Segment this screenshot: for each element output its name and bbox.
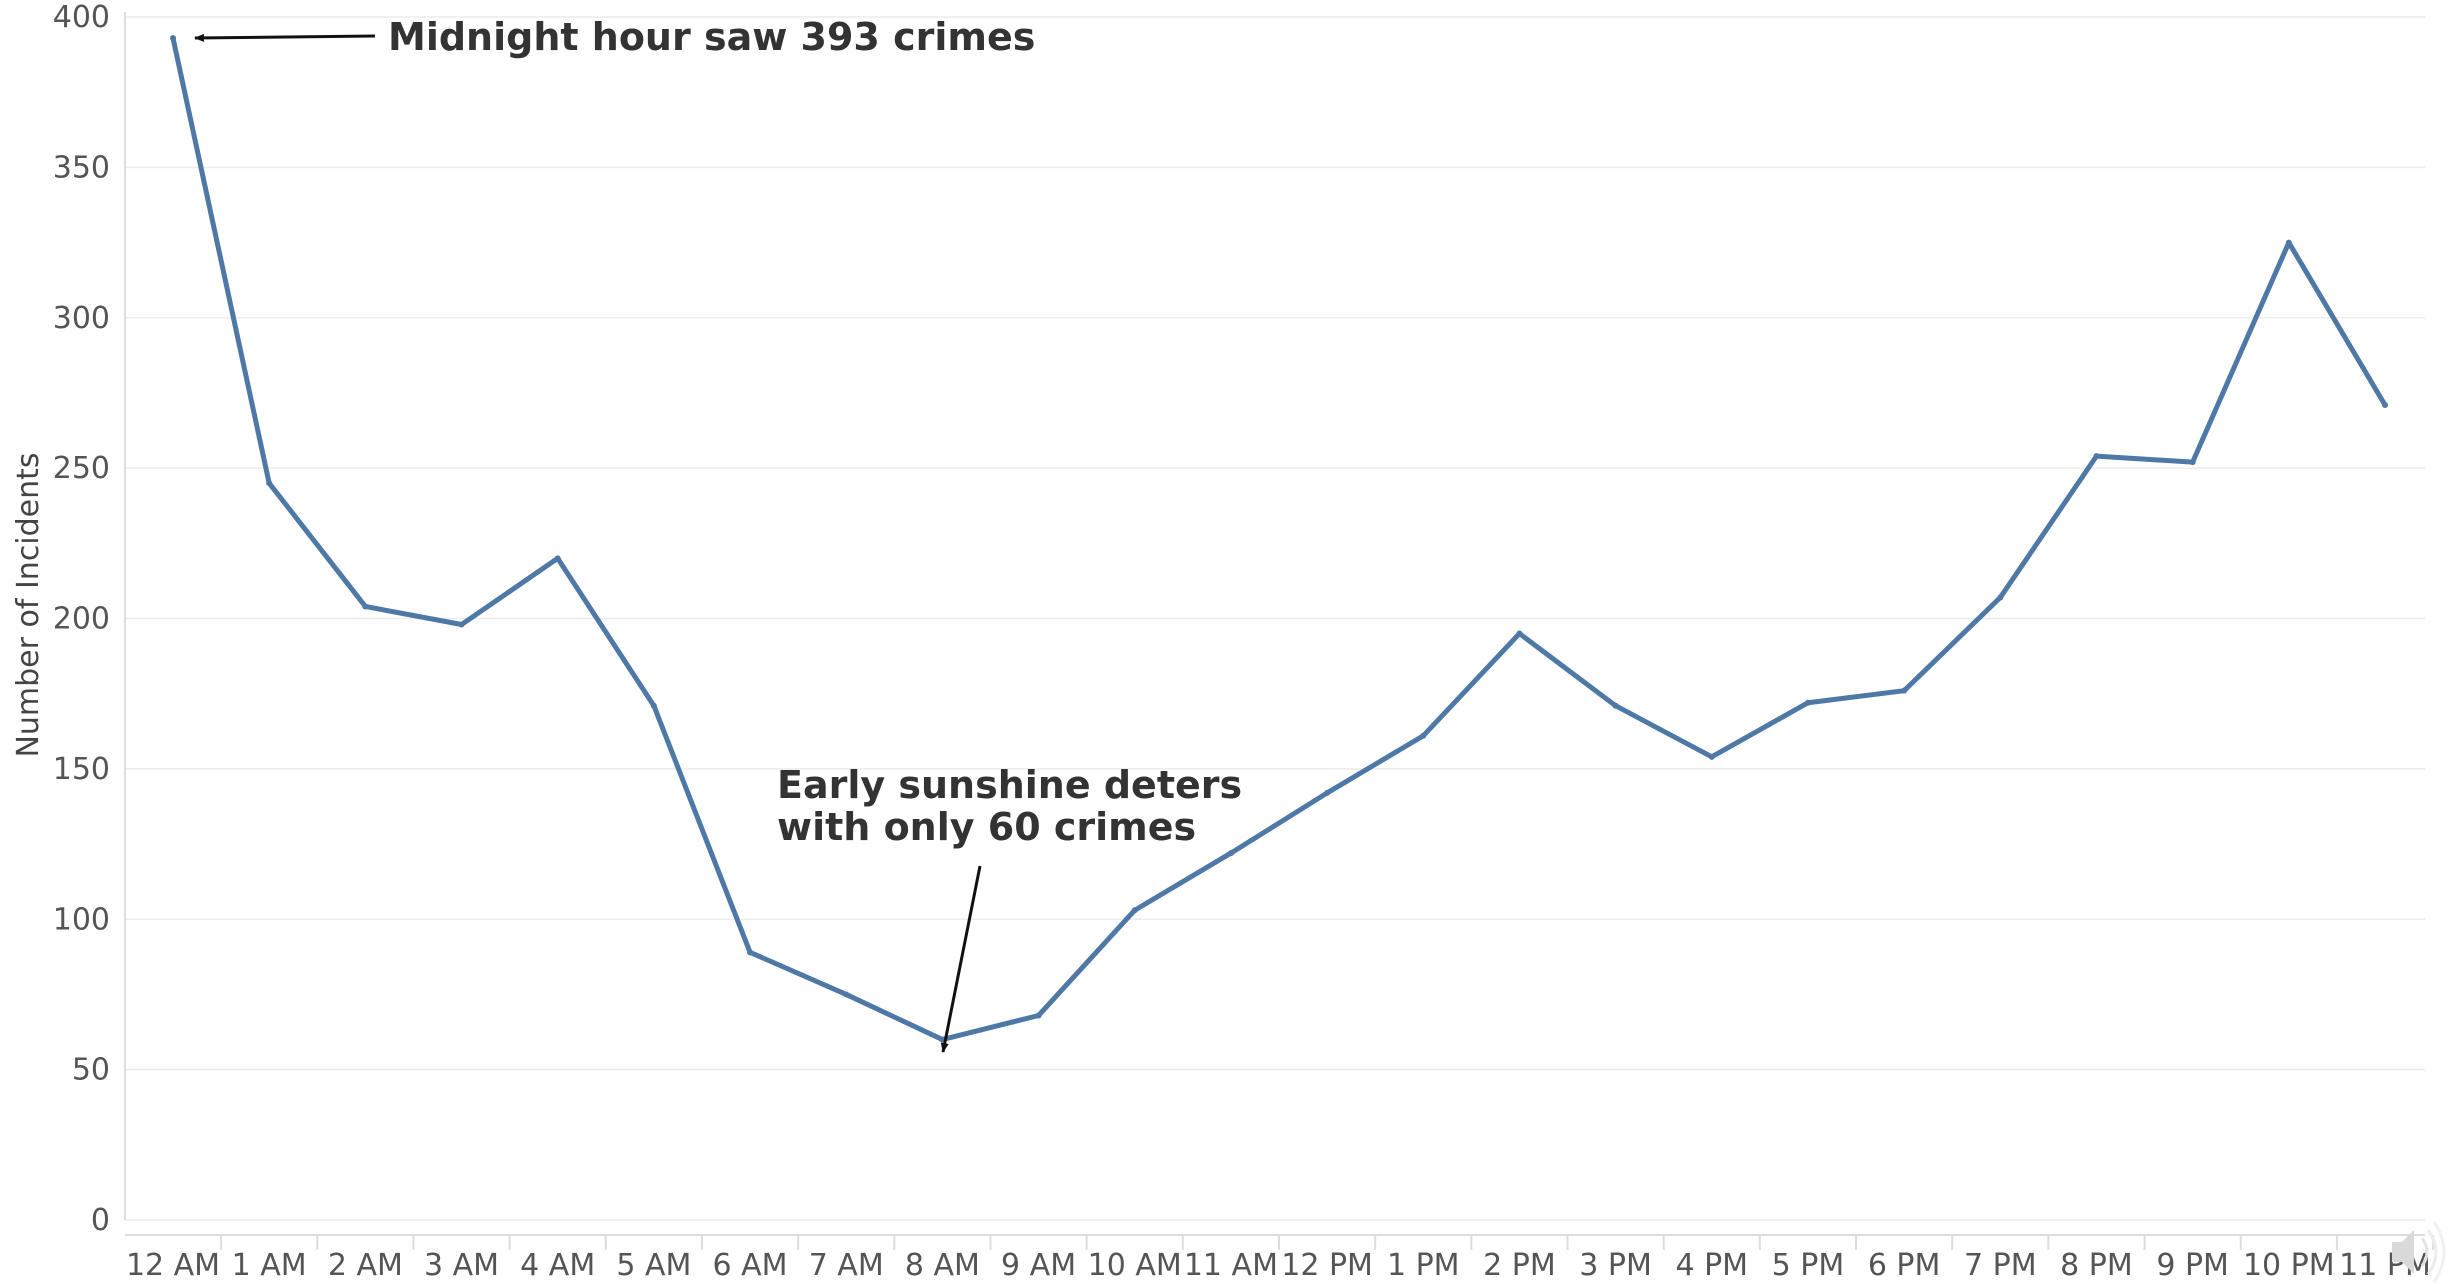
data-point <box>843 991 850 998</box>
x-tick-label: 8 AM <box>905 1248 980 1283</box>
data-point <box>1997 594 2004 601</box>
data-point <box>1804 699 1811 706</box>
data-point <box>1227 850 1234 857</box>
annotation: Midnight hour saw 393 crimes <box>194 15 1035 59</box>
data-point <box>2189 459 2196 466</box>
y-tick-label: 150 <box>53 752 110 787</box>
annotation-text: Midnight hour saw 393 crimes <box>388 15 1035 59</box>
y-axis-ticks: 0 50 100 150 200 250 300 350 400 <box>53 0 110 1238</box>
x-tick-label: 3 AM <box>424 1248 499 1283</box>
annotation-arrow <box>940 865 982 1053</box>
data-point <box>2382 401 2388 408</box>
x-tick-label: 11 PM <box>2339 1248 2431 1283</box>
y-tick-label: 100 <box>53 902 110 937</box>
x-tick-label: 12 PM <box>1281 1248 1373 1283</box>
y-tick-label: 50 <box>72 1053 110 1088</box>
x-tick-label: 2 AM <box>328 1248 403 1283</box>
y-tick-label: 300 <box>53 301 110 336</box>
gridlines <box>125 16 2425 1221</box>
x-tick-label: 9 PM <box>2156 1248 2229 1283</box>
y-tick-label: 0 <box>91 1203 110 1238</box>
data-point <box>2285 239 2292 246</box>
y-tick-label: 250 <box>53 451 110 486</box>
annotation-arrow <box>194 33 376 42</box>
data-point <box>1901 687 1908 694</box>
x-tick-label: 2 PM <box>1483 1248 1556 1283</box>
data-point <box>458 621 465 628</box>
data-point <box>1708 753 1715 760</box>
data-point <box>2093 453 2100 460</box>
data-point <box>1516 630 1523 637</box>
x-tick-label: 9 AM <box>1001 1248 1076 1283</box>
x-tick-label: 3 PM <box>1579 1248 1652 1283</box>
x-tick-label: 5 PM <box>1772 1248 1845 1283</box>
data-point <box>650 702 657 709</box>
x-tick-label: 1 PM <box>1387 1248 1460 1283</box>
x-axis-ticks: 12 AM 1 AM 2 AM 3 AM 4 AM 5 AM 6 AM 7 AM 8 AM 9 A… <box>126 1235 2435 1283</box>
data-point <box>1612 702 1619 709</box>
x-tick-label: 6 PM <box>1868 1248 1941 1283</box>
x-tick-label: 5 AM <box>616 1248 691 1283</box>
x-tick-label: 4 PM <box>1675 1248 1748 1283</box>
data-point <box>747 949 754 956</box>
x-tick-label: 11 AM <box>1184 1248 1278 1283</box>
data-point <box>362 603 369 610</box>
x-tick-label: 7 AM <box>809 1248 884 1283</box>
y-tick-label: 350 <box>53 150 110 185</box>
axes <box>124 12 2425 1236</box>
annotation-text: with only 60 crimes <box>777 805 1196 849</box>
data-point <box>554 555 561 562</box>
data-point <box>1324 789 1331 796</box>
x-tick-label: 7 PM <box>1964 1248 2037 1283</box>
x-tick-label: 8 PM <box>2060 1248 2133 1283</box>
data-point <box>1131 907 1138 914</box>
data-point <box>1035 1012 1042 1019</box>
data-point <box>170 35 176 42</box>
series-layer <box>170 35 2388 1043</box>
x-tick-label: 6 AM <box>713 1248 788 1283</box>
x-tick-label: 12 AM <box>126 1248 220 1283</box>
x-tick-label: 10 PM <box>2243 1248 2335 1283</box>
y-tick-label: 400 <box>53 0 110 35</box>
y-tick-label: 200 <box>53 602 110 637</box>
x-tick-label: 1 AM <box>232 1248 307 1283</box>
data-point <box>1420 732 1427 739</box>
speaker-icon[interactable] <box>2392 1221 2446 1283</box>
series-line <box>170 35 2388 1043</box>
data-point <box>266 480 273 487</box>
x-tick-label: 4 AM <box>520 1248 595 1283</box>
x-tick-label: 10 AM <box>1088 1248 1182 1283</box>
annotations: Midnight hour saw 393 crimes Early sunshi… <box>194 15 1242 1053</box>
y-axis-title: Number of Incidents <box>11 452 46 757</box>
annotation-text: Early sunshine deters <box>777 763 1242 807</box>
